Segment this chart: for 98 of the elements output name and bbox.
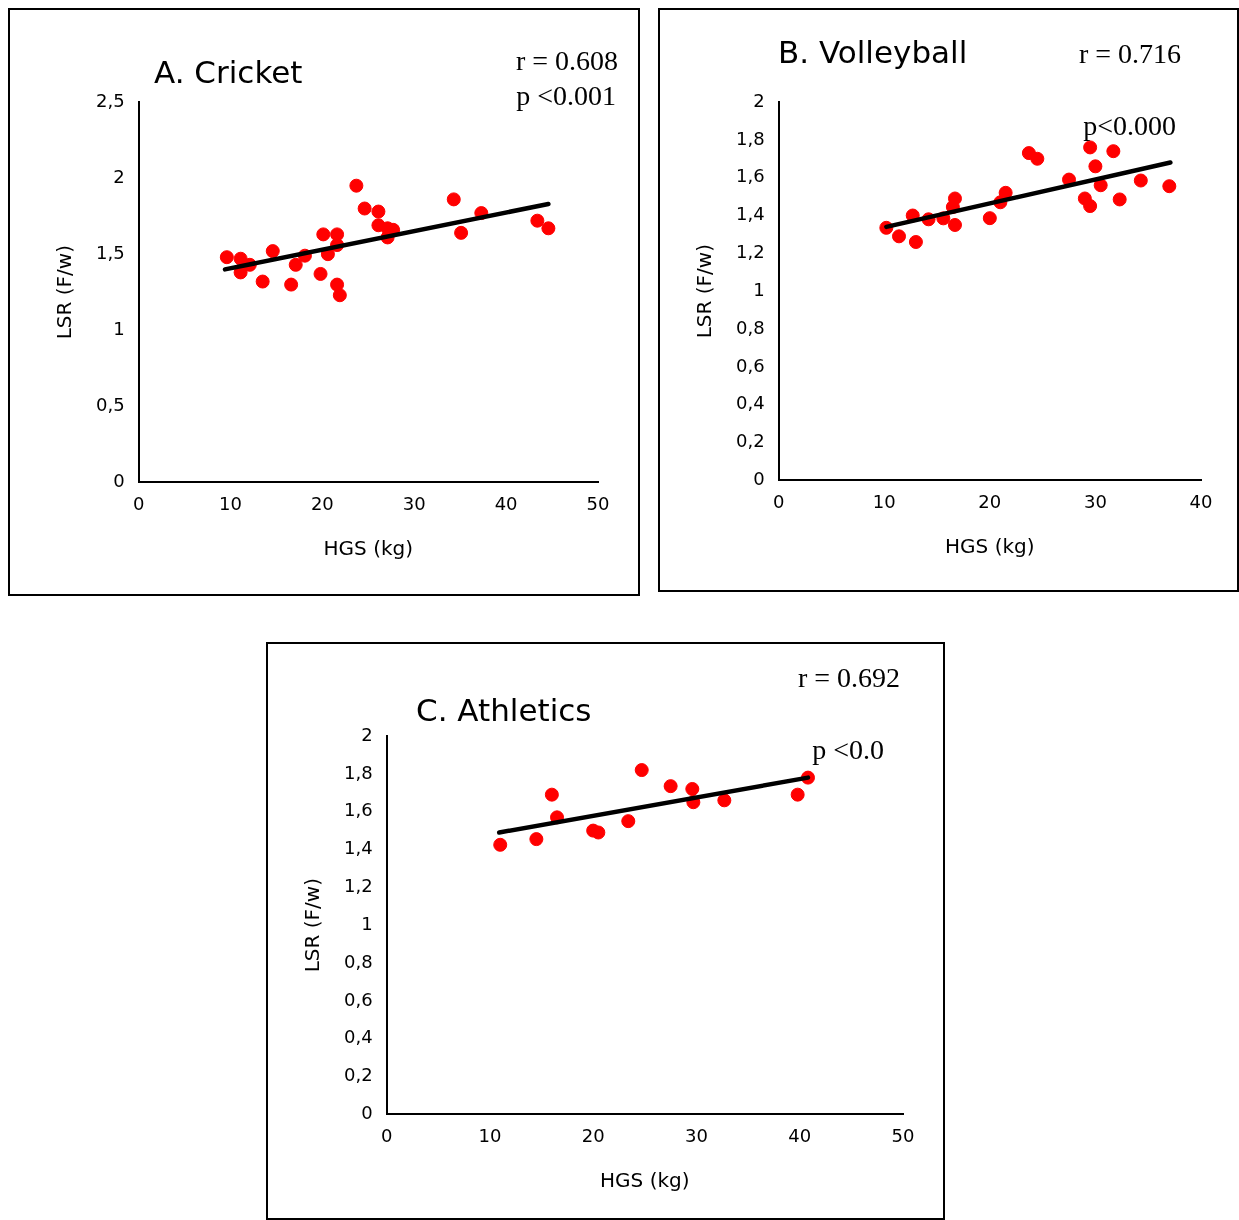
x-tick-label: 10	[478, 1124, 502, 1146]
y-tick-label: 1,8	[735, 127, 765, 149]
y-tick-label: 0	[753, 468, 765, 490]
x-tick-label: 50	[586, 492, 610, 514]
point	[685, 781, 700, 796]
point	[541, 221, 556, 236]
y-tick-label: 1,8	[343, 761, 373, 783]
x-axis-title: HGS (kg)	[945, 534, 1035, 559]
point	[1106, 144, 1121, 159]
y-tick-label: 0,4	[735, 392, 765, 414]
point	[1133, 173, 1148, 188]
y-tick-label: 0,8	[343, 950, 373, 972]
point	[530, 213, 545, 228]
point	[255, 274, 270, 289]
point	[332, 288, 347, 303]
point	[371, 204, 386, 219]
point	[446, 192, 461, 207]
y-tick-label: 1,4	[735, 203, 765, 225]
y-tick-label: 0,2	[735, 430, 765, 452]
point	[265, 244, 280, 259]
point	[790, 787, 805, 802]
point	[493, 837, 508, 852]
y-tick-label: 0,6	[343, 988, 373, 1010]
point	[998, 185, 1013, 200]
y-tick-label: 1,2	[343, 875, 373, 897]
point	[663, 779, 678, 794]
x-tick-label: 20	[978, 490, 1002, 512]
x-tick-label: 40	[1189, 490, 1213, 512]
y-tick-label: 0	[361, 1102, 373, 1124]
y-tick-label: 0,2	[343, 1064, 373, 1086]
point	[1162, 179, 1177, 194]
x-axis-title: HGS (kg)	[600, 1168, 690, 1193]
point	[313, 266, 328, 281]
point	[892, 229, 906, 244]
point	[591, 825, 606, 840]
point	[1083, 140, 1098, 155]
text: r = 0.716	[1078, 38, 1181, 70]
y-axis-title: LSR (F/w)	[692, 244, 717, 339]
y-tick-label: 1	[361, 912, 373, 934]
point	[1088, 159, 1103, 174]
point	[544, 787, 559, 802]
annotation: p<0.000	[1083, 110, 1176, 142]
point	[288, 257, 303, 272]
y-tick-label: 2	[361, 723, 373, 745]
point	[357, 201, 372, 216]
point	[1083, 199, 1098, 214]
point	[908, 235, 923, 250]
x-tick-label: 0	[380, 1124, 393, 1146]
text: r = 0.692	[797, 662, 900, 694]
x-tick-label: 10	[872, 490, 896, 512]
x-tick-label: 40	[788, 1124, 812, 1146]
y-tick-label: 1,6	[343, 799, 373, 821]
chart-title: B. Volleyball	[778, 34, 968, 70]
y-tick-label: 1,4	[343, 837, 373, 859]
y-tick-label: 0,5	[95, 393, 125, 415]
point	[1030, 151, 1045, 166]
x-axis-title: HGS (kg)	[323, 536, 414, 561]
point	[349, 178, 364, 193]
point	[1112, 192, 1127, 207]
point	[634, 763, 649, 778]
y-axis-title: LSR (F/w)	[52, 245, 77, 340]
x-tick-label: 0	[132, 492, 145, 514]
point	[717, 793, 732, 808]
y-tick-label: 1	[753, 278, 765, 300]
text: r = 0.608	[515, 45, 618, 77]
annotation: p <0.0	[812, 734, 884, 766]
x-tick-label: 30	[1083, 490, 1107, 512]
point	[529, 832, 544, 847]
point	[284, 277, 299, 292]
chart-title: C. Athletics	[416, 692, 592, 728]
point	[947, 217, 962, 232]
chart-title: A. Cricket	[154, 54, 303, 90]
x-tick-label: 50	[891, 1124, 915, 1146]
y-tick-label: 1,5	[95, 241, 125, 263]
y-tick-label: 1	[113, 317, 125, 339]
x-tick-label: 40	[494, 492, 518, 514]
y-tick-label: 0,4	[343, 1026, 373, 1048]
x-tick-label: 30	[402, 492, 426, 514]
y-tick-label: 1,6	[735, 165, 765, 187]
x-tick-label: 0	[772, 490, 785, 512]
annotation: p <0.001	[516, 80, 616, 112]
y-tick-label: 2	[113, 165, 125, 187]
point	[982, 211, 997, 226]
y-tick-label: 0,6	[735, 354, 765, 376]
x-tick-label: 20	[581, 1124, 605, 1146]
y-tick-label: 2,5	[95, 89, 125, 111]
point	[454, 225, 469, 240]
x-tick-label: 10	[219, 492, 242, 514]
y-tick-label: 0,8	[735, 316, 765, 338]
y-tick-label: 0	[113, 470, 125, 492]
point	[621, 814, 636, 829]
y-tick-label: 2	[753, 89, 765, 111]
point	[219, 250, 234, 265]
point	[316, 227, 331, 242]
y-axis-title: LSR (F/w)	[300, 878, 325, 973]
x-tick-label: 20	[310, 492, 334, 514]
x-tick-label: 30	[685, 1124, 708, 1146]
y-tick-label: 1,2	[735, 241, 765, 263]
